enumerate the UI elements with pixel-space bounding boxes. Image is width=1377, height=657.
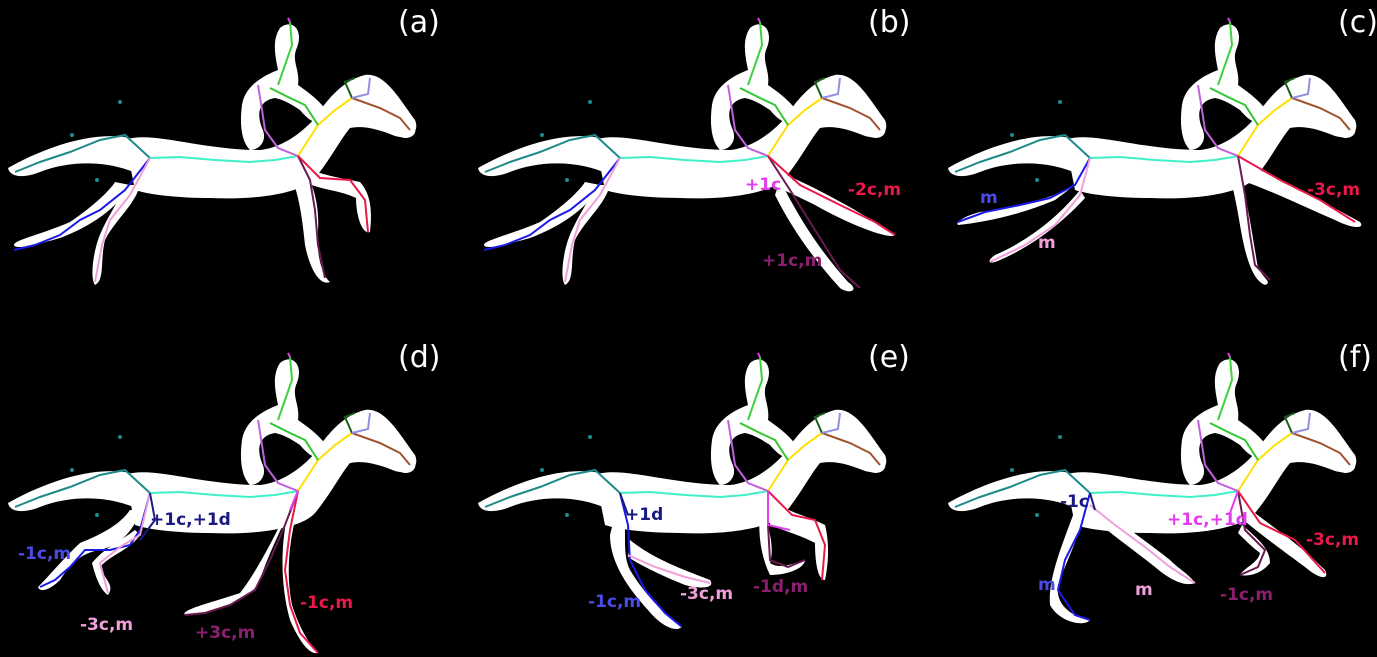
annotation: +1c,+1d [1167, 510, 1248, 530]
annotation: -1c,m [1220, 585, 1273, 605]
annotation: -3c,m [1307, 180, 1360, 200]
annotation: -3c,m [1306, 530, 1359, 550]
annotation: -2c,m [848, 180, 901, 200]
panel-label: (e) [868, 340, 910, 375]
panel-c: (c) m m -3c,m [948, 5, 1377, 285]
annotation: +1c,+1d [150, 510, 231, 530]
annotation: +1c [745, 175, 781, 195]
annotation: +1c,m [762, 251, 822, 271]
annotation: -1c [1060, 492, 1089, 512]
annotation: -1c,m [300, 593, 353, 613]
annotation: m [1135, 580, 1153, 600]
panel-label: (b) [868, 5, 910, 40]
panel-e: (e) +1d -1c,m -3c,m -1d,m [478, 340, 910, 629]
panel-label: (f) [1338, 340, 1372, 375]
annotation: -1c,m [18, 544, 71, 564]
annotation: m [980, 188, 998, 208]
panel-a: (a) [8, 5, 440, 285]
panel-b: (b) +1c -2c,m +1c,m [478, 5, 910, 291]
annotation: -3c,m [680, 584, 733, 604]
annotation: -3c,m [80, 615, 133, 635]
annotation: -1c,m [588, 592, 641, 612]
panel-label: (c) [1338, 5, 1377, 40]
panel-label: (d) [398, 340, 440, 375]
annotation: m [1038, 233, 1056, 253]
panel-label: (a) [398, 5, 440, 40]
panel-f: (f) -1c +1c,+1d -3c,m m m -1c,m [948, 340, 1372, 623]
annotation: +1d [625, 505, 663, 525]
annotation: -1d,m [753, 577, 808, 597]
panel-d: (d) +1c,+1d -1c,m -3c,m +3c,m -1c,m [8, 340, 440, 653]
annotation: m [1038, 575, 1056, 595]
annotation: +3c,m [195, 623, 255, 643]
